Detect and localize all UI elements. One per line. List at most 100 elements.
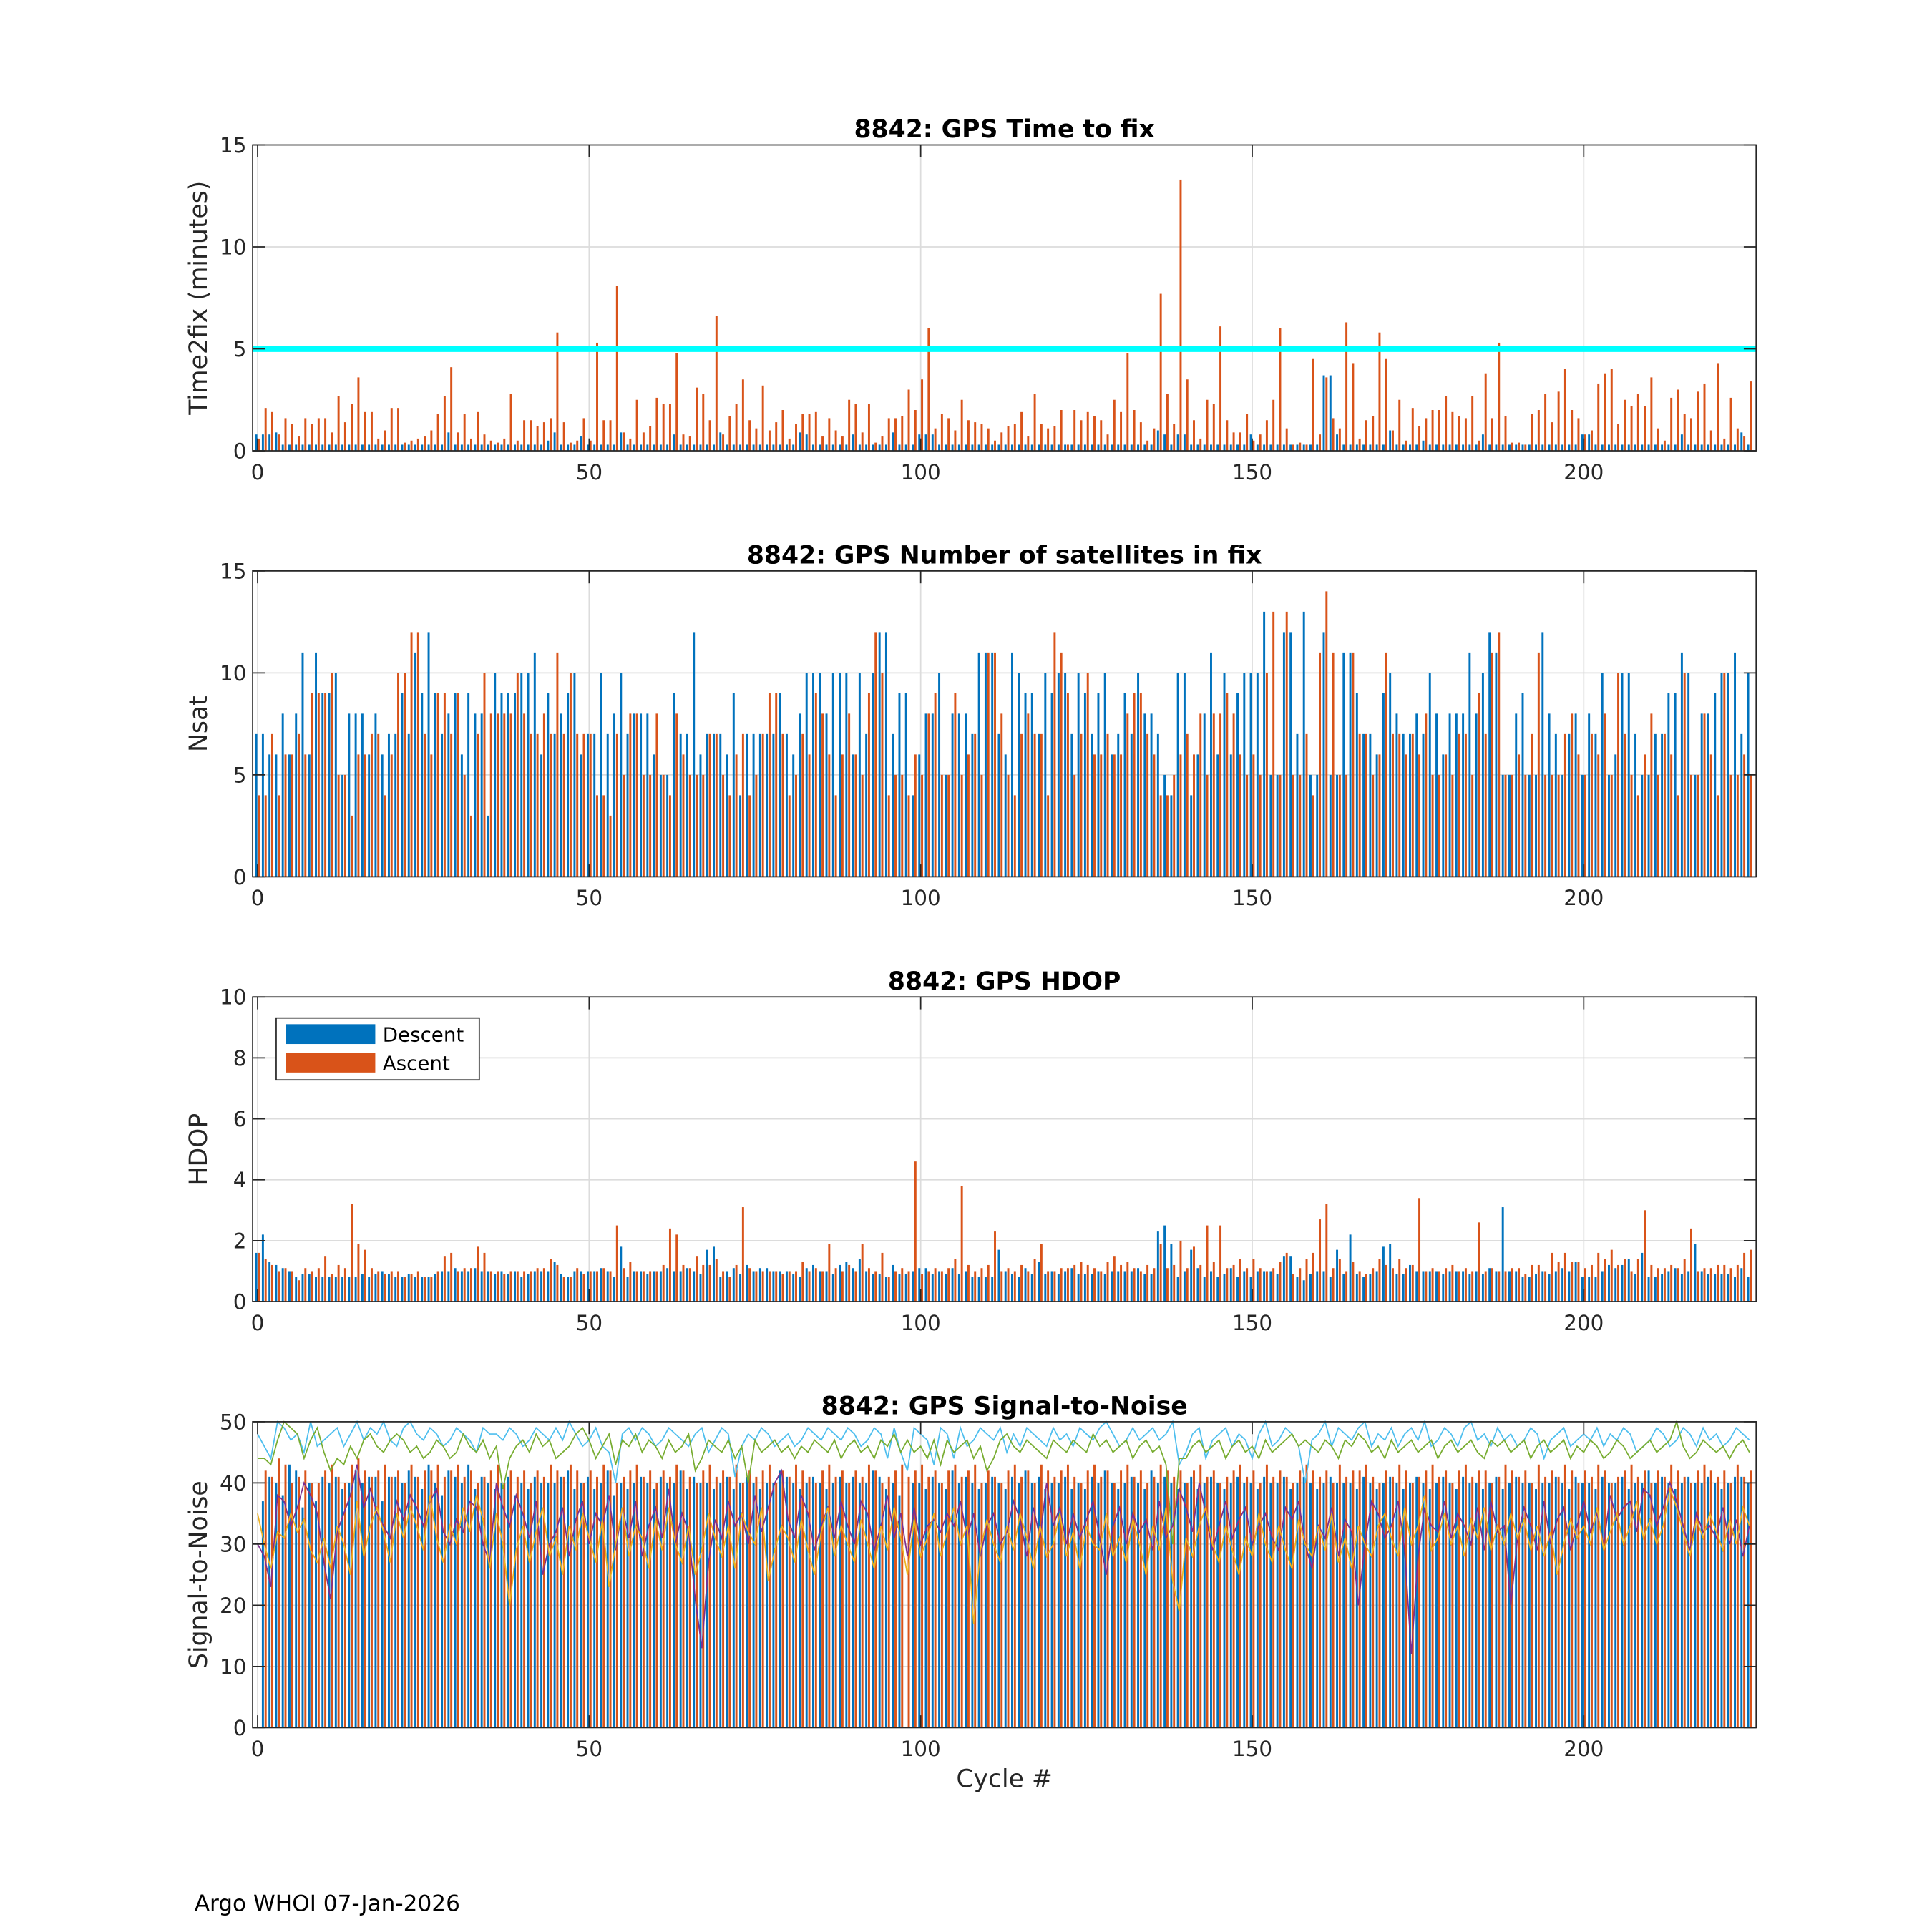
y-tick-label: 0 <box>233 865 247 889</box>
bar-descent <box>494 444 497 451</box>
bar-descent <box>1727 444 1729 451</box>
bar-ascent <box>1047 1470 1050 1728</box>
bar-descent <box>1740 1476 1743 1728</box>
bar-ascent <box>1106 1470 1109 1728</box>
bar-descent <box>1256 444 1259 451</box>
bar-descent <box>407 444 410 451</box>
bar-ascent <box>887 1277 890 1302</box>
bar-ascent <box>668 1228 671 1302</box>
bar-descent <box>945 444 947 451</box>
bar-descent <box>1588 1277 1591 1302</box>
bar-ascent <box>623 1268 625 1302</box>
bar-descent <box>1674 1268 1677 1302</box>
bar-ascent <box>940 414 943 451</box>
bar-ascent <box>867 1464 870 1728</box>
bar-descent <box>1535 444 1538 451</box>
bar-descent <box>441 1495 444 1728</box>
bar-ascent <box>1610 369 1613 451</box>
bar-ascent <box>1670 1464 1673 1728</box>
bar-ascent <box>530 733 532 877</box>
bar-ascent <box>1498 1271 1501 1302</box>
bar-descent <box>586 733 589 877</box>
bar-descent <box>295 713 298 877</box>
bar-descent <box>1680 1483 1683 1728</box>
bar-descent <box>1422 733 1425 877</box>
bar-ascent <box>1697 1271 1699 1302</box>
bar-descent <box>1700 444 1703 451</box>
bar-ascent <box>808 1271 811 1302</box>
bar-ascent <box>430 754 433 877</box>
bar-descent <box>977 444 980 451</box>
bar-ascent <box>589 1470 592 1728</box>
bar-ascent <box>1073 1264 1076 1302</box>
bar-descent <box>1481 434 1484 451</box>
bar-ascent <box>828 754 831 877</box>
bar-ascent <box>1153 754 1156 877</box>
bar-descent <box>414 444 416 451</box>
bar-ascent <box>768 430 771 451</box>
bar-ascent <box>1033 394 1036 451</box>
bar-descent <box>772 1271 775 1302</box>
bar-ascent <box>1438 1271 1440 1302</box>
bar-descent <box>912 1483 914 1728</box>
bar-ascent <box>324 693 327 877</box>
bar-descent <box>1355 1488 1358 1728</box>
bar-descent <box>1329 375 1332 451</box>
bar-descent <box>1588 434 1591 451</box>
bar-ascent <box>1226 1476 1229 1728</box>
bar-ascent <box>1557 1476 1560 1728</box>
bar-ascent <box>662 404 665 451</box>
bar-descent <box>679 444 682 451</box>
bar-descent <box>1488 444 1491 451</box>
bar-ascent <box>1610 774 1613 877</box>
bar-descent <box>414 1476 416 1728</box>
bar-ascent <box>927 1476 930 1728</box>
bar-descent <box>1528 1483 1531 1728</box>
bar-descent <box>1521 1483 1524 1728</box>
bar-ascent <box>1086 673 1089 877</box>
bar-descent <box>613 713 615 877</box>
bar-ascent <box>1385 1470 1387 1728</box>
bar-descent <box>938 1271 941 1302</box>
bar-descent <box>626 1488 629 1728</box>
bar-descent <box>1236 444 1239 451</box>
bar-descent <box>825 444 828 451</box>
bar-descent <box>341 1488 344 1728</box>
bar-ascent <box>735 754 738 877</box>
bar-descent <box>1057 1483 1060 1728</box>
bar-descent <box>1044 1274 1047 1302</box>
bar-ascent <box>715 733 718 877</box>
bar-ascent <box>497 713 499 877</box>
bar-descent <box>1521 693 1524 877</box>
bar-descent <box>261 1234 264 1302</box>
bar-ascent <box>1484 1271 1487 1302</box>
bar-descent <box>1050 444 1053 451</box>
bar-descent <box>514 693 516 877</box>
bar-descent <box>679 733 682 877</box>
bar-descent <box>792 1274 795 1302</box>
bar-ascent <box>642 774 645 877</box>
bar-descent <box>348 1483 351 1728</box>
bar-ascent <box>748 1268 751 1302</box>
bar-descent <box>1263 1476 1266 1728</box>
bar-ascent <box>881 673 884 877</box>
bar-ascent <box>728 416 731 451</box>
bar-ascent <box>1478 693 1480 877</box>
chart-title: 8842: GPS Signal-to-Noise <box>821 1392 1188 1421</box>
bar-ascent <box>688 774 691 877</box>
bar-descent <box>474 1488 477 1728</box>
bar-descent <box>1210 1271 1212 1302</box>
bar-descent <box>301 1274 304 1302</box>
bar-descent <box>1130 1476 1133 1728</box>
bar-descent <box>447 1271 450 1302</box>
bar-descent <box>1282 444 1285 451</box>
bar-descent <box>1568 1488 1571 1728</box>
bar-ascent <box>1100 1271 1103 1302</box>
bar-descent <box>341 774 344 877</box>
bar-ascent <box>1193 754 1195 877</box>
bar-descent <box>945 1488 947 1728</box>
bar-descent <box>1402 1488 1405 1728</box>
bar-descent <box>467 1271 470 1302</box>
bar-ascent <box>516 673 519 877</box>
bar-descent <box>1137 444 1140 451</box>
